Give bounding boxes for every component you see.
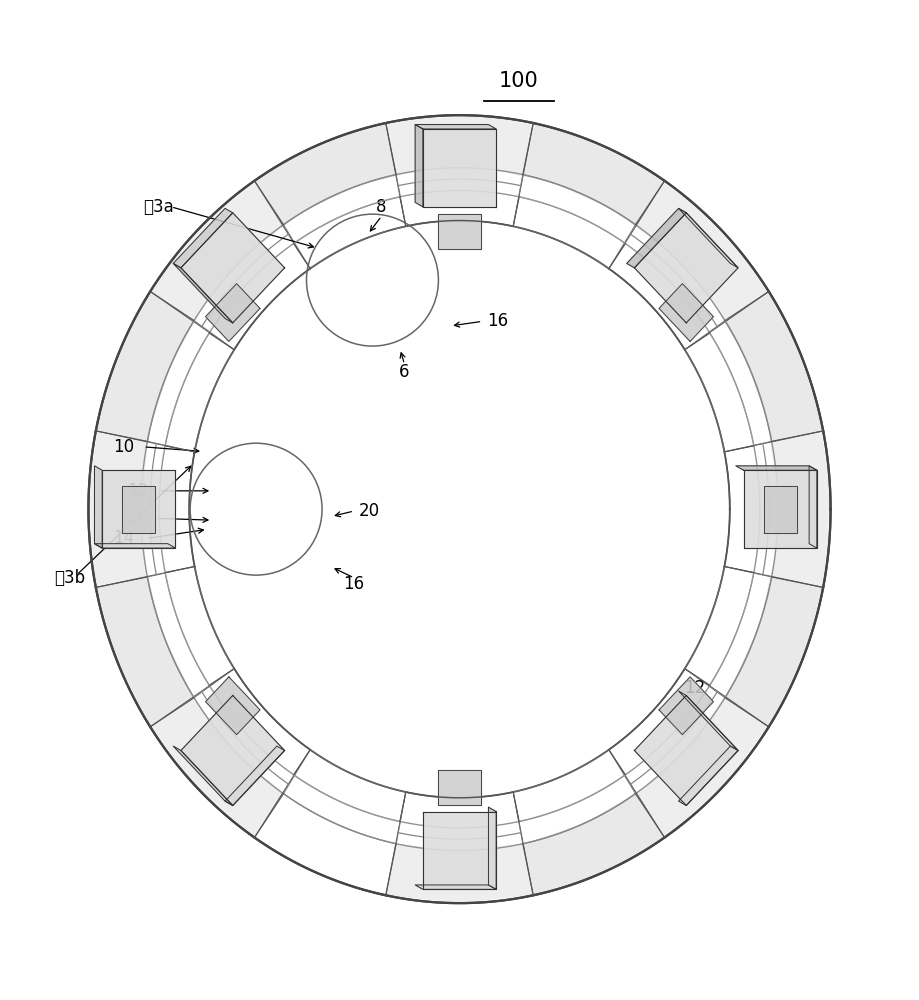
Text: 8: 8 xyxy=(377,198,387,216)
Text: 6: 6 xyxy=(399,363,410,381)
Text: 图3b: 图3b xyxy=(54,569,85,587)
Polygon shape xyxy=(743,470,817,548)
Text: 20: 20 xyxy=(358,502,380,520)
Polygon shape xyxy=(95,544,176,548)
Polygon shape xyxy=(678,691,738,750)
Text: 图3a: 图3a xyxy=(143,198,175,216)
Polygon shape xyxy=(173,263,233,323)
Polygon shape xyxy=(627,208,686,268)
Polygon shape xyxy=(523,123,664,225)
Polygon shape xyxy=(181,695,285,806)
Polygon shape xyxy=(206,284,260,341)
Text: 10: 10 xyxy=(113,438,134,456)
Polygon shape xyxy=(809,466,817,548)
Text: 16: 16 xyxy=(344,575,365,593)
Text: 14: 14 xyxy=(113,529,134,547)
Polygon shape xyxy=(659,677,713,735)
Polygon shape xyxy=(225,746,285,806)
Polygon shape xyxy=(634,695,738,806)
Polygon shape xyxy=(173,746,233,806)
Polygon shape xyxy=(489,807,496,889)
Polygon shape xyxy=(415,125,423,207)
Text: 100: 100 xyxy=(499,71,539,91)
Polygon shape xyxy=(659,284,713,341)
Text: 12: 12 xyxy=(684,679,705,697)
Polygon shape xyxy=(678,208,738,268)
Polygon shape xyxy=(206,677,260,735)
Polygon shape xyxy=(102,470,176,548)
Polygon shape xyxy=(725,291,823,441)
Polygon shape xyxy=(437,214,482,249)
Polygon shape xyxy=(88,117,830,903)
Polygon shape xyxy=(764,486,797,533)
Polygon shape xyxy=(415,125,496,129)
Polygon shape xyxy=(96,577,194,727)
Polygon shape xyxy=(736,466,817,470)
Polygon shape xyxy=(423,129,496,207)
Polygon shape xyxy=(255,123,396,225)
Polygon shape xyxy=(415,885,496,889)
Polygon shape xyxy=(634,213,738,323)
Text: 12: 12 xyxy=(127,482,148,500)
Text: 22: 22 xyxy=(122,509,143,527)
Text: 16: 16 xyxy=(487,312,508,330)
Polygon shape xyxy=(173,208,233,268)
Polygon shape xyxy=(96,291,194,441)
Polygon shape xyxy=(122,486,155,533)
Polygon shape xyxy=(181,213,285,323)
Polygon shape xyxy=(95,466,102,548)
Polygon shape xyxy=(678,746,738,806)
Polygon shape xyxy=(423,812,496,889)
Polygon shape xyxy=(725,577,823,727)
Polygon shape xyxy=(523,794,664,895)
Polygon shape xyxy=(437,770,482,805)
